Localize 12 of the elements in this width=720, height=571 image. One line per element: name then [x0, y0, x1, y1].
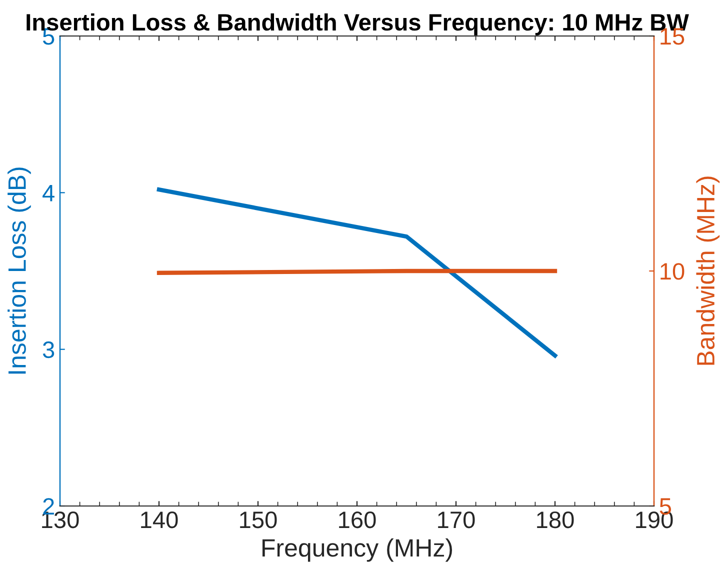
x-tick-label: 180 [537, 511, 574, 528]
y2-tick-label: 10 [660, 263, 684, 280]
y2-axis-title: Bandwidth (MHz) [696, 176, 720, 365]
x-tick-label: 170 [438, 511, 475, 528]
y-tick-label: 3 [42, 341, 54, 358]
x-tick-label: 160 [339, 511, 376, 528]
y-axis-title: Insertion Loss (dB) [8, 168, 31, 374]
x-axis-title: Frequency (MHz) [262, 538, 452, 562]
y-tick-label: 4 [42, 184, 54, 202]
x-tick-label: 150 [240, 511, 277, 528]
x-tick-label: 140 [141, 511, 178, 528]
y2-tick-label: 15 [660, 28, 684, 45]
